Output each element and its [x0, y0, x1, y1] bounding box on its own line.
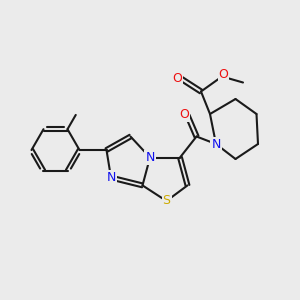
Text: N: N: [211, 137, 221, 151]
Text: S: S: [163, 194, 170, 208]
Text: N: N: [106, 171, 116, 184]
Text: O: O: [219, 68, 228, 82]
Text: N: N: [145, 151, 155, 164]
Text: O: O: [180, 107, 189, 121]
Text: O: O: [172, 71, 182, 85]
